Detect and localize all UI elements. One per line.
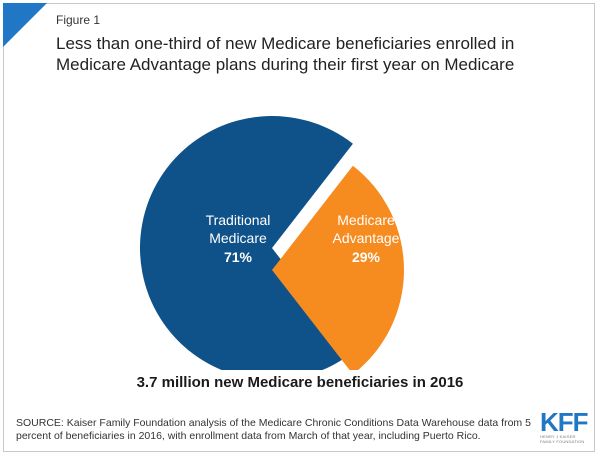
label-traditional-line2: Medicare xyxy=(209,230,267,246)
chart-caption: 3.7 million new Medicare beneficiaries i… xyxy=(136,374,464,391)
label-advantage-line2: Advantage xyxy=(333,230,400,246)
figure-frame xyxy=(3,3,595,452)
figure-label: Figure 1 xyxy=(56,13,101,27)
kff-logo: KFF HENRY J KAISER FAMILY FOUNDATION xyxy=(540,407,590,444)
label-traditional-line1: Traditional xyxy=(206,212,271,228)
pie-chart: Traditional Medicare 71% Medicare Advantage 2… xyxy=(139,116,404,370)
corner-triangle xyxy=(3,3,47,47)
logo-mark: KFF xyxy=(540,407,589,437)
pie-slice-traditional xyxy=(139,116,353,370)
chart-title: Less than one-third of new Medicare bene… xyxy=(56,34,515,74)
label-traditional-pct: 71% xyxy=(224,249,253,265)
pie-slice-advantage xyxy=(272,165,404,370)
label-advantage-line1: Medicare xyxy=(337,212,395,228)
label-advantage-pct: 29% xyxy=(352,249,381,265)
source-note: SOURCE: Kaiser Family Foundation analysi… xyxy=(16,417,531,442)
logo-subtitle: HENRY J KAISER FAMILY FOUNDATION xyxy=(540,434,585,444)
